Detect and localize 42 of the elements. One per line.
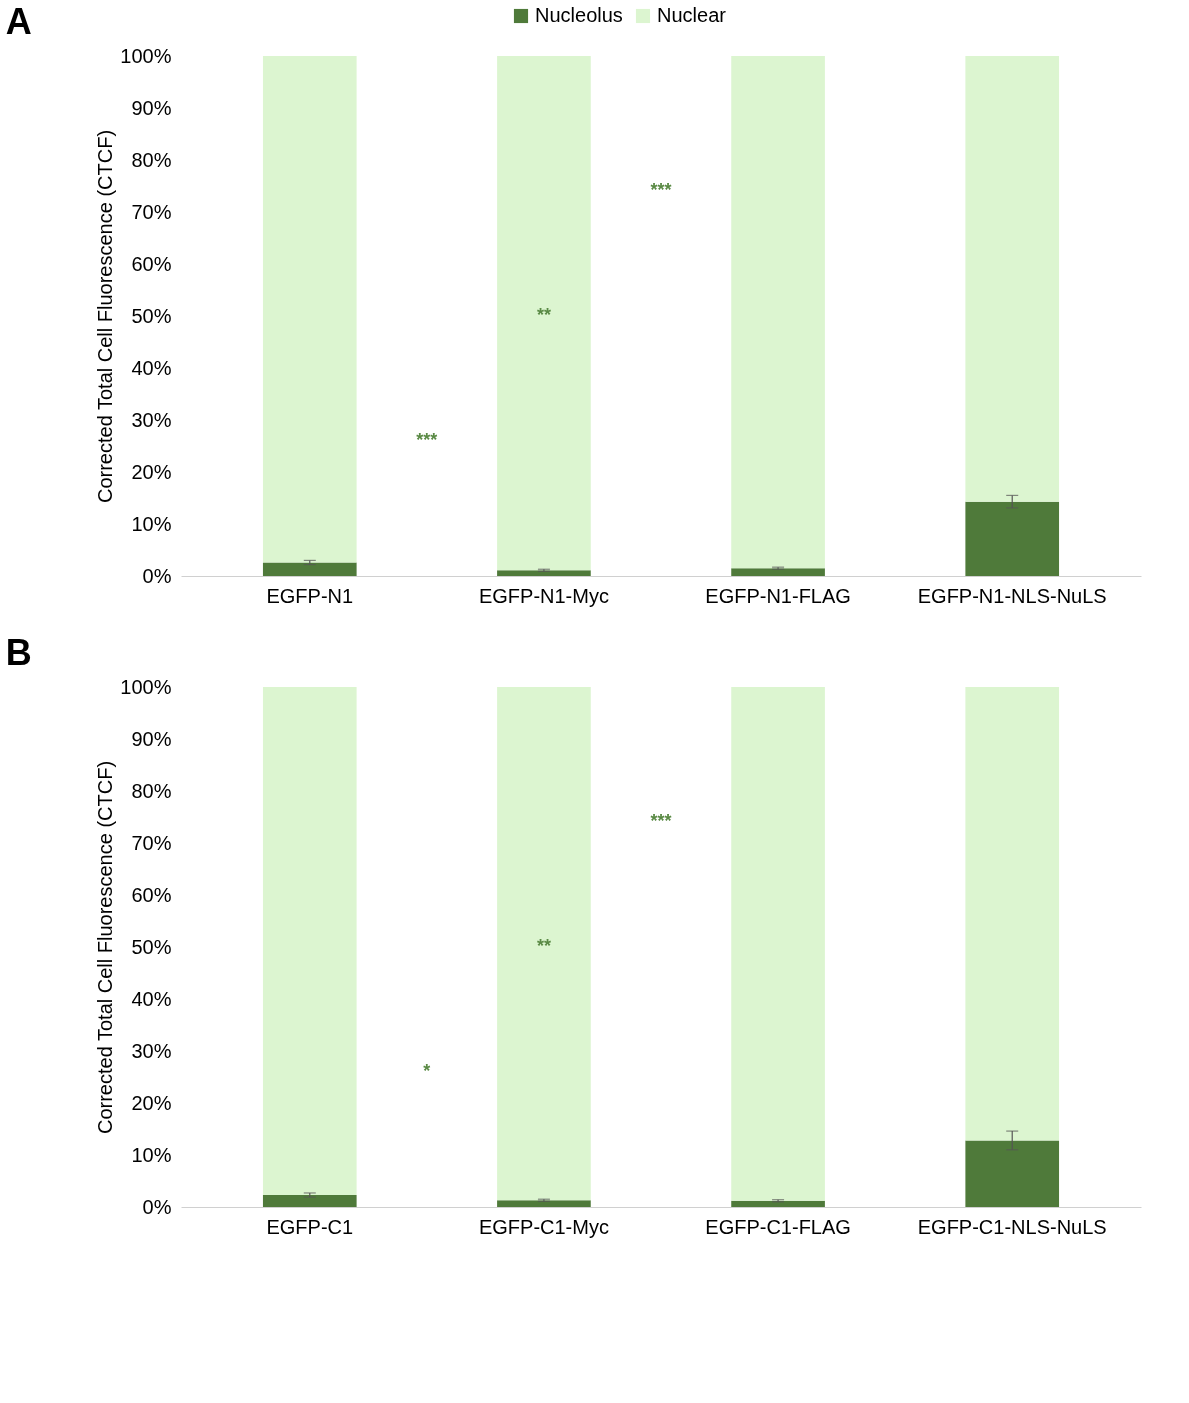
y-tick-label: 40%: [131, 356, 172, 379]
y-tick-label: 0%: [142, 1195, 172, 1218]
x-tick-label: EGFP-N1-Myc: [478, 584, 609, 607]
annotation: ***: [650, 180, 672, 201]
y-tick-label: 30%: [131, 1039, 172, 1062]
annotation: **: [536, 936, 551, 956]
annotation: ***: [650, 811, 672, 832]
x-tick-label: EGFP-N1-FLAG: [705, 584, 851, 607]
y-tick-label: 70%: [131, 200, 172, 223]
chart-title: B: [5, 632, 32, 673]
y-tick-label: 80%: [131, 148, 172, 171]
y-tick-label: 60%: [131, 883, 172, 906]
y-tick-label: 10%: [131, 512, 172, 535]
x-tick-label: EGFP-C1-Myc: [478, 1215, 609, 1238]
y-tick-label: 50%: [131, 304, 172, 327]
y-tick-label: 20%: [131, 460, 172, 483]
legend-label: Nuclear: [657, 4, 727, 26]
legend-label: Nucleolus: [535, 4, 623, 26]
x-tick-label: EGFP-C1-FLAG: [705, 1215, 851, 1238]
x-tick-label: EGFP-N1-NLS-NuLS: [917, 584, 1107, 607]
y-tick-label: 50%: [131, 935, 172, 958]
y-tick-label: 90%: [131, 96, 172, 119]
x-tick-label: EGFP-C1-NLS-NuLS: [917, 1215, 1107, 1238]
y-tick-label: 70%: [131, 831, 172, 854]
y-tick-label: 90%: [131, 727, 172, 750]
y-axis-title: Corrected Total Cell Fluorescence (CTCF): [94, 129, 117, 504]
annotation: **: [536, 305, 551, 325]
y-tick-label: 40%: [131, 987, 172, 1010]
annotation: ***: [416, 429, 438, 450]
y-tick-label: 100%: [120, 44, 172, 67]
chart-title: A: [5, 1, 32, 42]
y-axis-title: Corrected Total Cell Fluorescence (CTCF): [94, 760, 117, 1135]
x-tick-label: EGFP-N1: [266, 584, 354, 607]
y-tick-label: 80%: [131, 779, 172, 802]
y-tick-label: 30%: [131, 408, 172, 431]
x-tick-label: EGFP-C1: [266, 1215, 354, 1238]
y-tick-label: 10%: [131, 1143, 172, 1166]
y-tick-label: 60%: [131, 252, 172, 275]
y-tick-label: 100%: [120, 675, 172, 698]
y-tick-label: 20%: [131, 1091, 172, 1114]
annotation: *: [423, 1060, 431, 1081]
y-tick-label: 0%: [142, 564, 172, 587]
